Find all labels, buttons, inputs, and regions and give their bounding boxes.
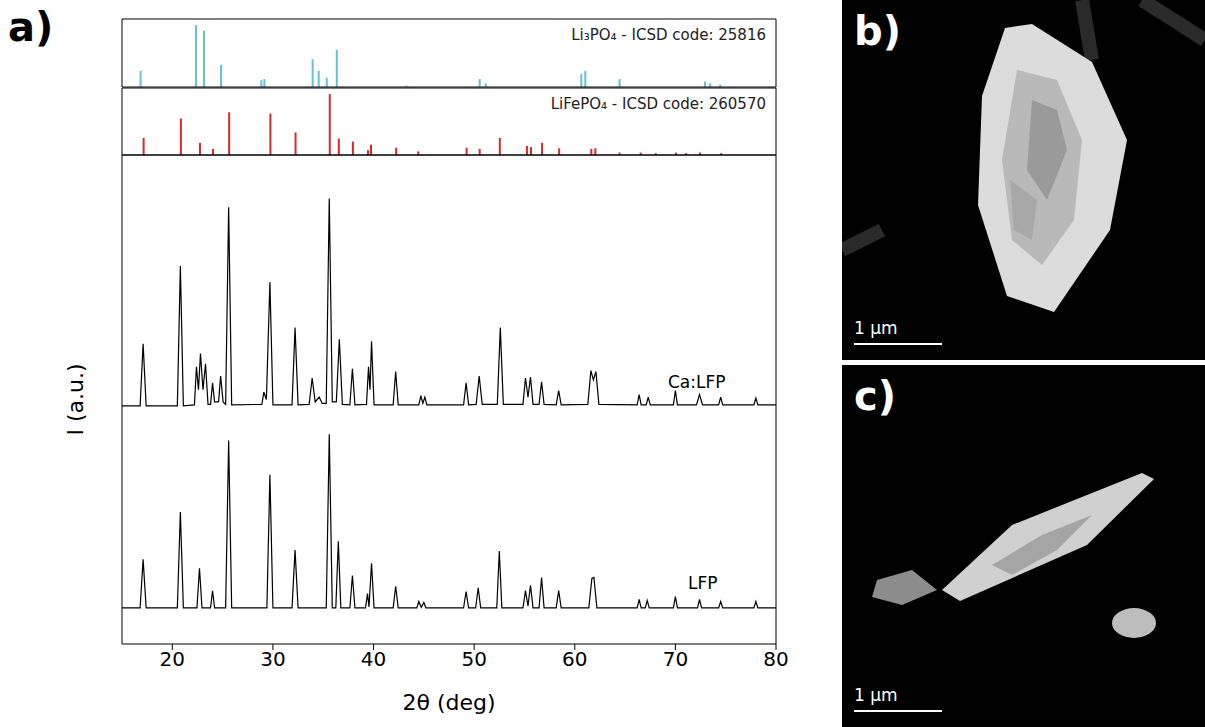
- svg-text:40: 40: [361, 647, 386, 671]
- html-text:1 µm: 1 µm: [854, 318, 898, 338]
- svg-text:50: 50: [461, 647, 486, 671]
- svg-text:80: 80: [763, 647, 788, 671]
- html-text:LFP: LFP: [688, 573, 718, 593]
- html-text:c): c): [854, 373, 896, 419]
- svg-text:I (a.u.): I (a.u.): [63, 363, 88, 435]
- html-text:LiFePO₄ - ICSD code: 260570: LiFePO₄ - ICSD code: 260570: [550, 95, 766, 113]
- html-text:b): b): [854, 8, 901, 54]
- html-text:a): a): [8, 4, 54, 50]
- svg-text:70: 70: [663, 647, 688, 671]
- html-text:1 µm: 1 µm: [854, 685, 898, 705]
- svg-text:60: 60: [562, 647, 587, 671]
- html-text:Ca:LFP: Ca:LFP: [668, 372, 726, 392]
- html-text:Li₃PO₄ - ICSD code: 25816: Li₃PO₄ - ICSD code: 25816: [571, 26, 766, 44]
- svg-text:30: 30: [260, 647, 285, 671]
- svg-text:2θ (deg): 2θ (deg): [402, 690, 495, 714]
- svg-text:20: 20: [160, 647, 185, 671]
